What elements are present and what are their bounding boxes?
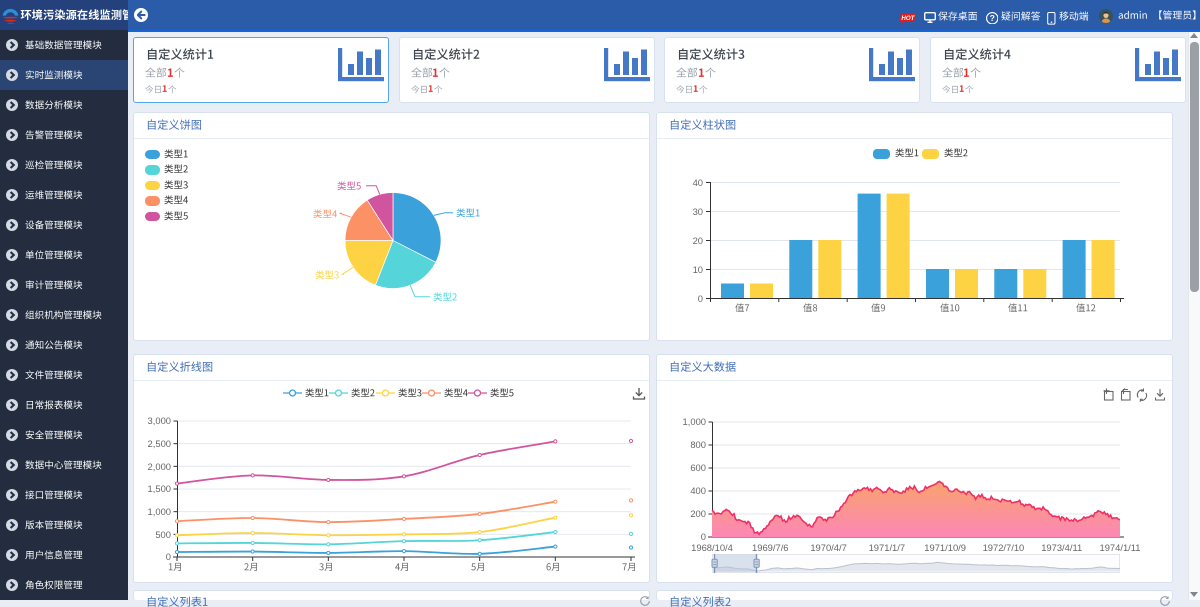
svg-text:HOT: HOT <box>901 15 915 22</box>
svg-text:?: ? <box>989 13 994 23</box>
